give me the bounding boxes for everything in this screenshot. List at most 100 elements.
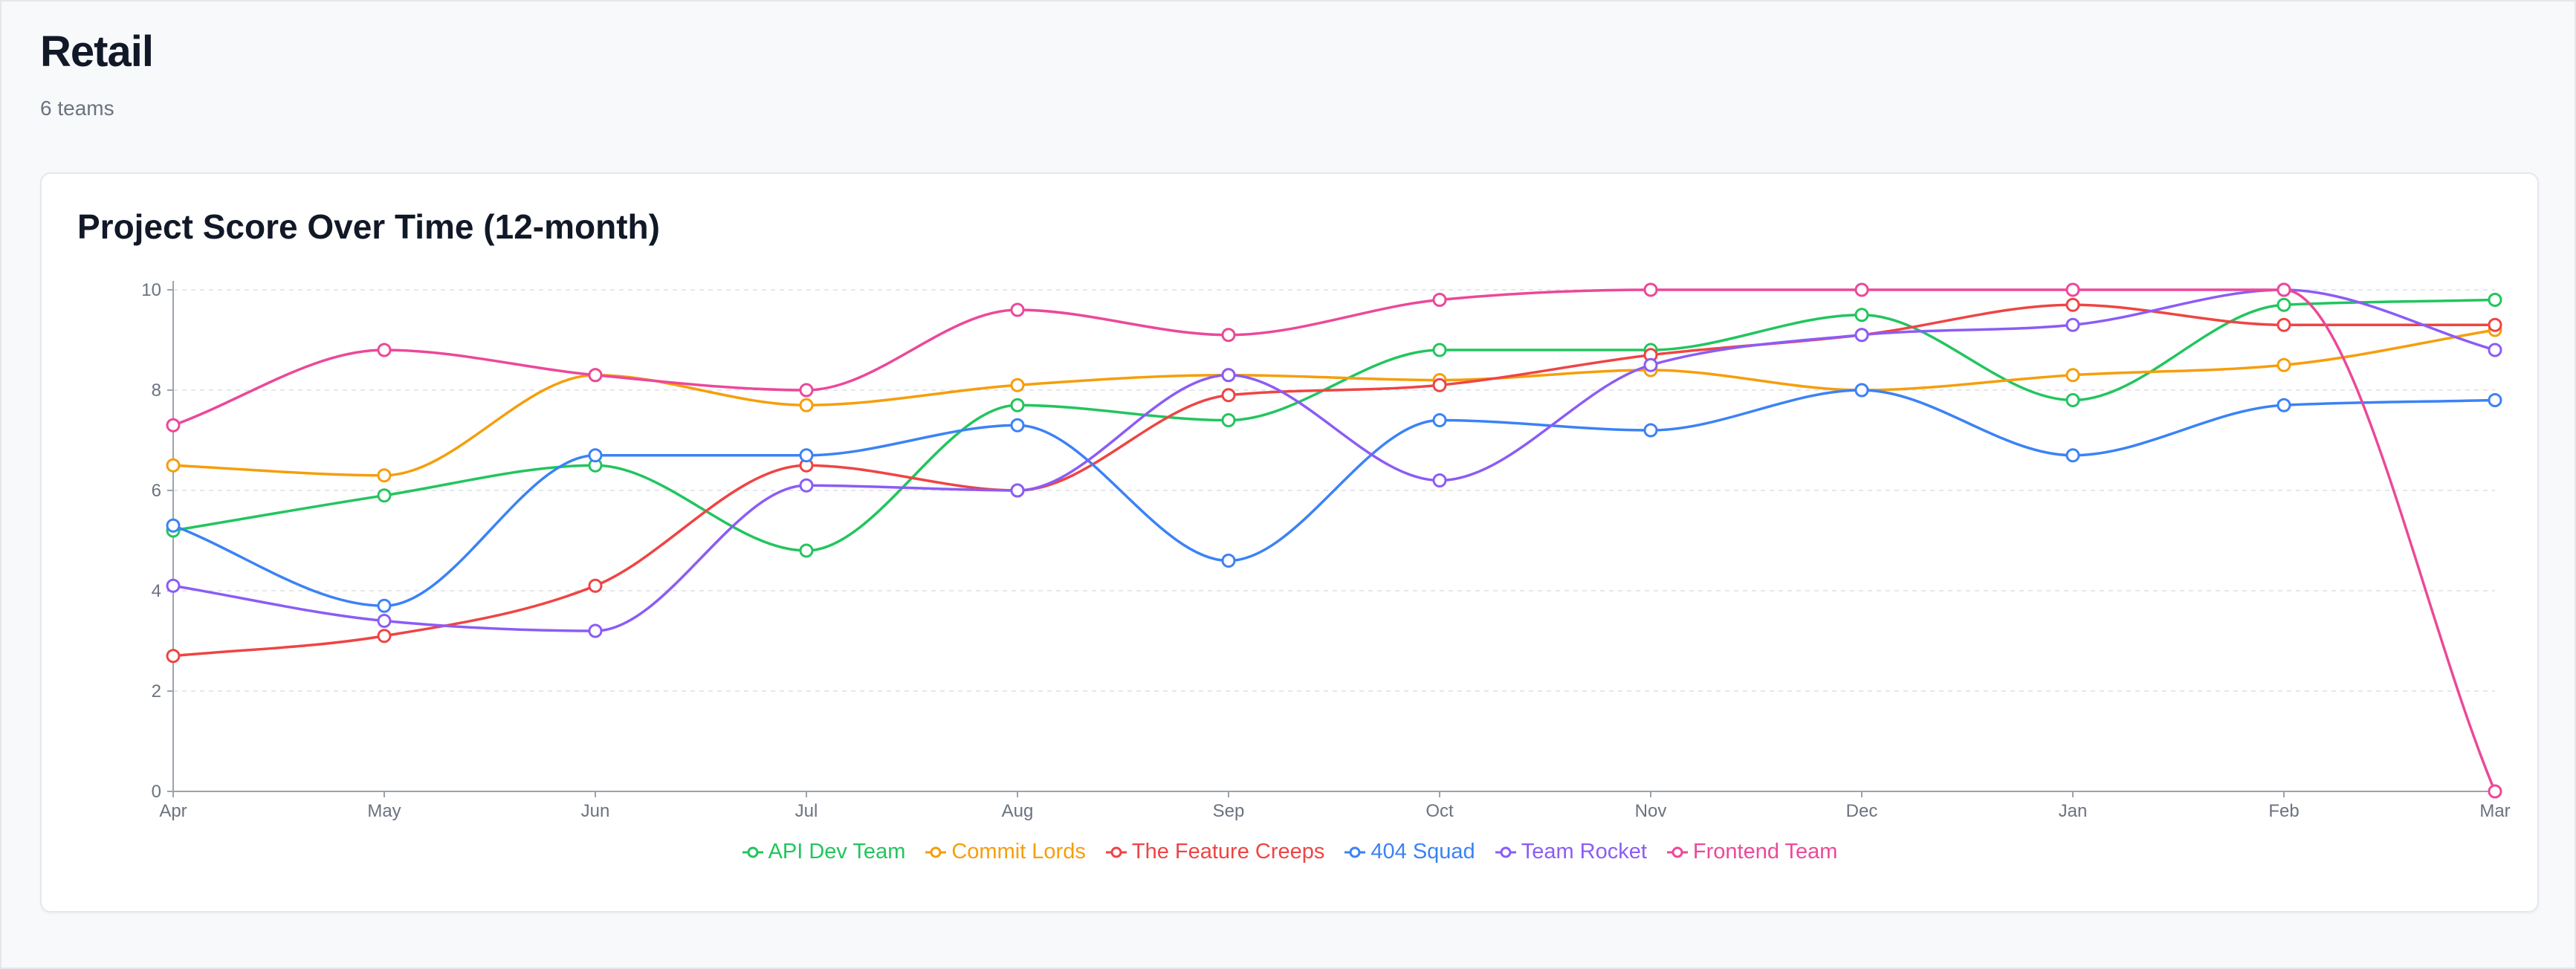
chart-legend: API Dev Team Commit Lords The Feature Cree…	[42, 840, 2537, 864]
data-point-api-dev-team	[799, 543, 814, 558]
data-point-the-feature-creeps	[2488, 317, 2502, 332]
data-point-404-squad	[2065, 448, 2080, 463]
legend-swatch-icon	[1495, 846, 1516, 858]
data-point-404-squad	[1643, 423, 1658, 438]
data-point-404-squad	[2276, 398, 2291, 412]
x-tick-label: Jun	[581, 801, 610, 821]
legend-swatch-icon	[925, 846, 947, 858]
legend-swatch-icon	[1105, 846, 1127, 858]
legend-label: Commit Lords	[951, 840, 1086, 863]
chart-card: Project Score Over Time (12-month) 0 2 4 6 8…	[40, 172, 2539, 913]
data-point-frontend-team	[2276, 282, 2291, 297]
x-tick-label: Nov	[1635, 801, 1667, 821]
data-point-404-squad	[1854, 383, 1869, 398]
y-tick-label: 6	[152, 481, 161, 501]
data-point-commit-lords	[1010, 377, 1025, 392]
line-chart: 0 2 4 6 8 10 Apr May Jun Jul Aug Sep Oct Nov Dec Jan Feb…	[141, 280, 2510, 821]
legend-label: Frontend Team	[1692, 840, 1838, 863]
data-point-frontend-team	[166, 418, 181, 432]
data-point-the-feature-creeps	[377, 629, 392, 644]
data-point-frontend-team	[377, 343, 392, 357]
legend-item[interactable]: Team Rocket	[1495, 840, 1647, 864]
data-point-the-feature-creeps	[588, 578, 603, 593]
data-point-team-rocket	[799, 478, 814, 493]
series-line-team-rocket	[172, 288, 2496, 632]
data-point-404-squad	[377, 598, 392, 613]
legend-swatch-icon	[1344, 846, 1366, 858]
data-point-404-squad	[1010, 418, 1025, 432]
data-point-frontend-team	[1643, 282, 1658, 297]
data-point-api-dev-team	[1854, 308, 1869, 323]
data-point-frontend-team	[799, 383, 814, 398]
data-point-frontend-team	[2488, 784, 2502, 799]
chart-title: Project Score Over Time (12-month)	[77, 207, 660, 246]
data-point-frontend-team	[1221, 328, 1236, 343]
data-point-team-rocket	[1854, 328, 1869, 343]
y-tick-label: 10	[141, 280, 161, 300]
data-point-api-dev-team	[2276, 297, 2291, 312]
x-tick-label: Feb	[2268, 801, 2299, 821]
series-line-the-feature-creeps	[172, 303, 2495, 658]
data-point-commit-lords	[2065, 368, 2080, 383]
series-line-api-dev-team	[172, 298, 2496, 552]
data-point-api-dev-team	[1432, 343, 1447, 357]
legend-item[interactable]: Commit Lords	[925, 840, 1086, 864]
y-tick-label: 8	[152, 380, 161, 401]
data-point-frontend-team	[1854, 282, 1869, 297]
x-tick-label: Dec	[1846, 801, 1878, 821]
y-tick-label: 2	[152, 681, 161, 701]
data-point-team-rocket	[2488, 343, 2502, 357]
data-point-404-squad	[588, 448, 603, 463]
data-point-the-feature-creeps	[1432, 377, 1447, 392]
data-point-commit-lords	[166, 458, 181, 473]
legend-label: API Dev Team	[768, 840, 906, 863]
data-point-api-dev-team	[2065, 393, 2080, 407]
data-point-team-rocket	[1221, 368, 1236, 383]
data-point-team-rocket	[166, 578, 181, 593]
y-tick-label: 0	[152, 782, 161, 802]
legend-swatch-icon	[742, 846, 763, 858]
legend-label: 404 Squad	[1370, 840, 1475, 863]
data-point-api-dev-team	[377, 488, 392, 503]
data-point-commit-lords	[2276, 357, 2291, 372]
series-line-frontend-team	[172, 288, 2496, 792]
data-point-team-rocket	[1010, 483, 1025, 498]
x-tick-label: Aug	[1002, 801, 1034, 821]
x-tick-label: Jan	[2059, 801, 2088, 821]
data-point-frontend-team	[1010, 302, 1025, 317]
data-point-the-feature-creeps	[2065, 297, 2080, 312]
data-point-the-feature-creeps	[166, 649, 181, 664]
legend-swatch-icon	[1666, 846, 1688, 858]
data-point-team-rocket	[1643, 357, 1658, 372]
series-line-404-squad	[172, 389, 2496, 608]
legend-label: Team Rocket	[1521, 840, 1647, 863]
data-point-team-rocket	[2065, 317, 2080, 332]
data-point-the-feature-creeps	[1221, 388, 1236, 403]
page-title: Retail	[40, 27, 154, 76]
legend-item[interactable]: 404 Squad	[1344, 840, 1475, 864]
data-point-team-rocket	[588, 623, 603, 638]
data-point-404-squad	[1432, 413, 1447, 427]
x-tick-label: Mar	[2479, 801, 2510, 821]
x-tick-label: Apr	[159, 801, 187, 821]
data-point-the-feature-creeps	[2276, 317, 2291, 332]
x-tick-label: Jul	[795, 801, 818, 821]
data-point-api-dev-team	[1221, 413, 1236, 427]
legend-label: The Feature Creeps	[1131, 840, 1325, 863]
data-point-frontend-team	[1432, 293, 1447, 307]
data-point-api-dev-team	[1010, 398, 1025, 412]
data-point-404-squad	[1221, 554, 1236, 568]
series-line-commit-lords	[172, 328, 2496, 477]
x-tick-label: May	[367, 801, 401, 821]
data-point-404-squad	[2488, 393, 2502, 407]
x-tick-label: Sep	[1213, 801, 1245, 821]
data-point-404-squad	[166, 518, 181, 533]
legend-item[interactable]: Frontend Team	[1666, 840, 1838, 864]
data-point-404-squad	[799, 448, 814, 463]
legend-item[interactable]: API Dev Team	[742, 840, 906, 864]
legend-item[interactable]: The Feature Creeps	[1105, 840, 1325, 864]
data-point-team-rocket	[377, 614, 392, 628]
team-count: 6 teams	[40, 97, 114, 120]
x-tick-label: Oct	[1425, 801, 1454, 821]
